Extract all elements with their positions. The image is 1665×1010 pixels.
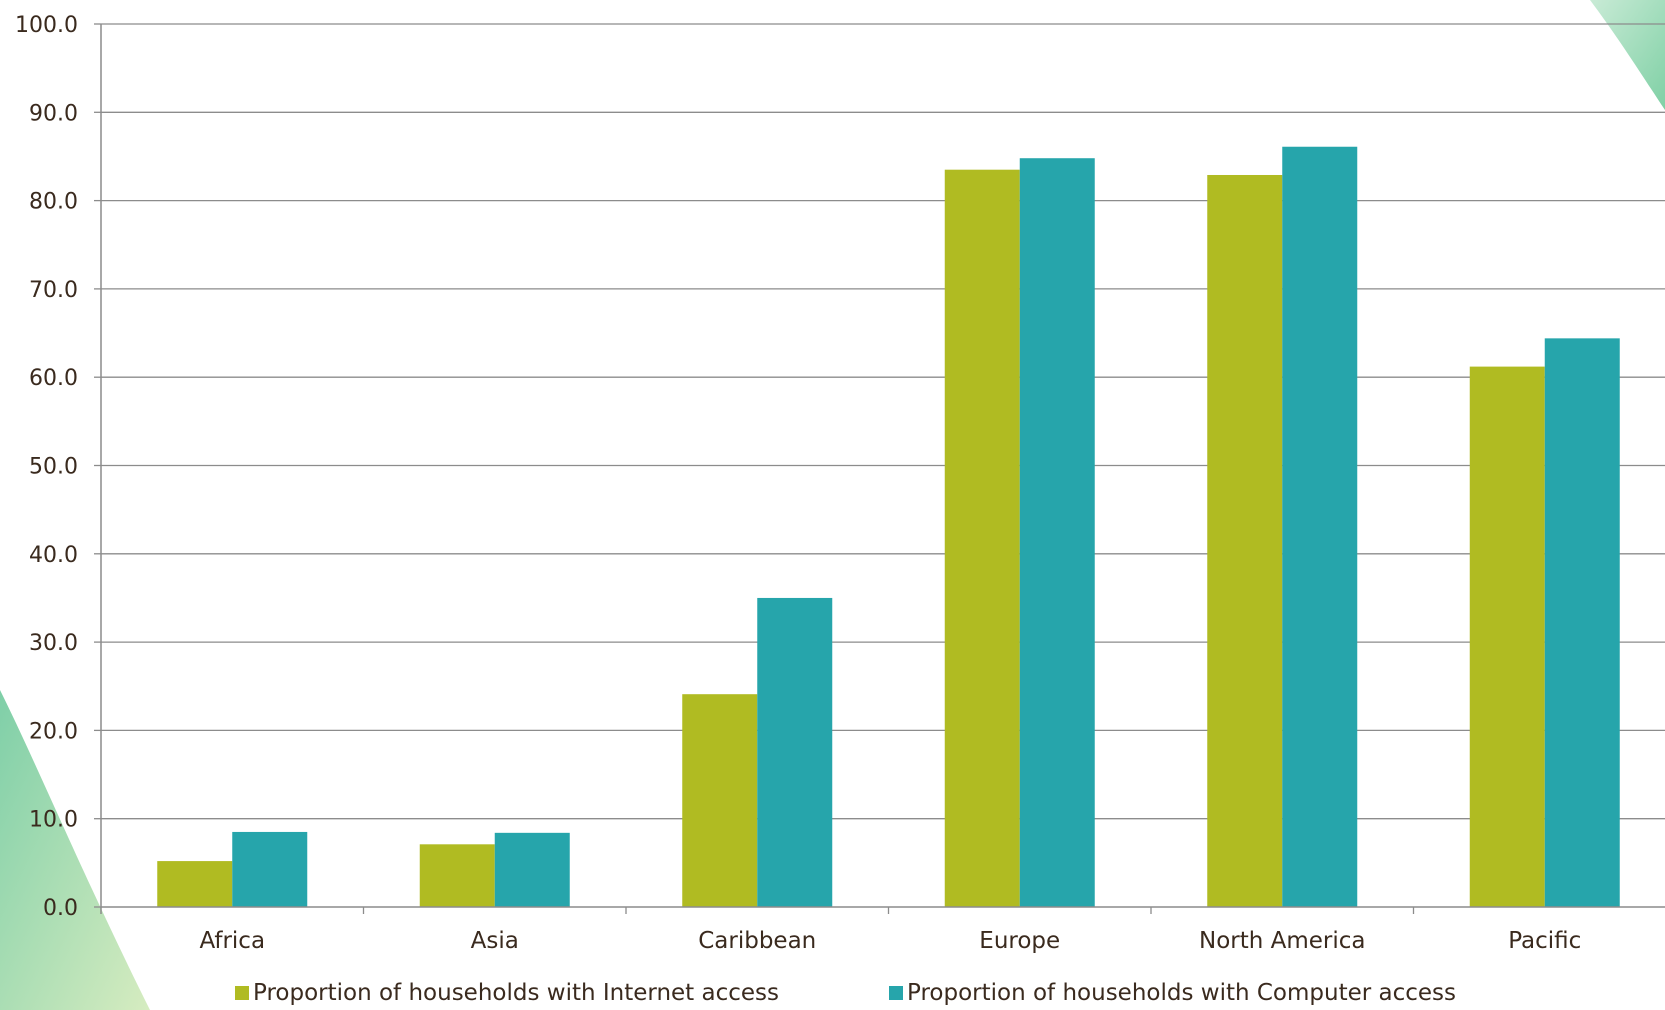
y-tick-label: 90.0 [29,101,78,126]
y-tick-label: 50.0 [29,455,78,480]
bar-computer-north-america [1282,146,1358,907]
y-tick-label: 100.0 [15,13,78,38]
y-tick-label: 70.0 [29,278,78,303]
bar-computer-caribbean [757,597,833,907]
x-tick-label: Caribbean [698,928,816,954]
left-swoosh-shape [0,690,150,1010]
y-tick-label: 40.0 [29,543,78,568]
x-tick-label: Pacific [1508,928,1581,954]
bar-computer-asia [494,832,570,907]
y-tick-label: 10.0 [29,808,78,833]
gridlines [101,23,1665,820]
x-tick-label: Africa [199,928,265,954]
legend-swatch-computer [889,986,903,1000]
bar-computer-pacific [1544,338,1620,907]
axes [94,23,1665,914]
y-tick-label: 60.0 [29,366,78,391]
legend-item-computer: Proportion of households with Computer a… [889,980,1456,1006]
legend-swatch-internet [235,986,249,1000]
bar-internet-north-america [1207,174,1283,908]
y-tick-label: 30.0 [29,631,78,656]
legend-item-internet: Proportion of households with Internet a… [235,980,779,1006]
axis-labels: 0.0 10.0 20.0 30.0 40.0 50.0 60.0 70.0 80.0 90.0 1… [15,13,1581,954]
bar-computer-africa [232,831,308,907]
x-tick-label: North America [1199,928,1366,954]
bar-internet-africa [157,861,233,907]
bars [157,146,1620,908]
x-tick-label: Asia [471,928,519,954]
bar-internet-caribbean [682,694,758,907]
x-tick-label: Europe [979,928,1060,954]
legend-label-internet: Proportion of households with Internet a… [253,980,780,1006]
bar-computer-europe [1019,158,1095,907]
y-tick-label: 0.0 [43,896,78,921]
right-swoosh-shape [1590,0,1665,110]
legend: Proportion of households with Internet a… [0,978,1665,1010]
y-tick-label: 20.0 [29,719,78,744]
legend-label-computer: Proportion of households with Computer a… [907,980,1457,1006]
bar-internet-asia [419,844,495,907]
y-tick-label: 80.0 [29,190,78,215]
bar-internet-europe [944,169,1020,907]
bar-internet-pacific [1469,366,1545,907]
